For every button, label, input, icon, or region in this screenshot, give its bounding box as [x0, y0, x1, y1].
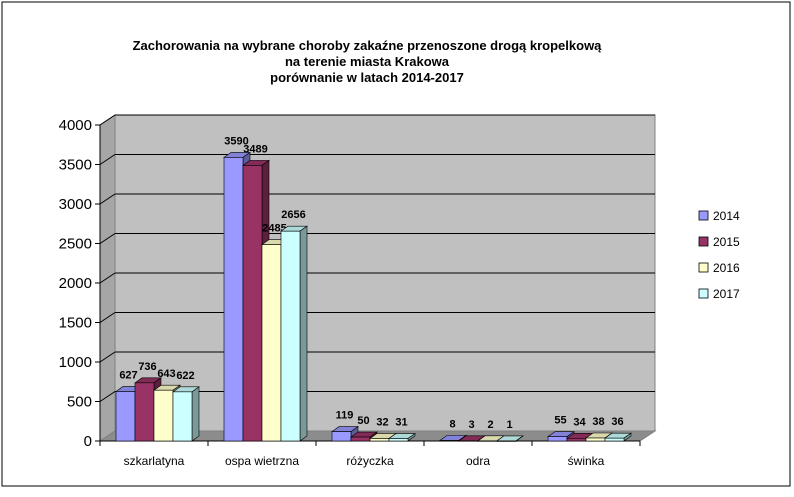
gridline-depth: [99, 154, 116, 165]
bar-side: [191, 386, 200, 442]
legend-label: 2017: [713, 287, 740, 301]
bar-front: [280, 230, 301, 442]
y-tick-label: 3500: [59, 157, 92, 174]
bar: [172, 386, 200, 442]
data-label: 3590: [224, 135, 248, 147]
plot-area: 0 500 1000 1500 2000 2500 3000 3500 4000 szkarlat…: [59, 114, 657, 468]
gridline-depth: [99, 193, 116, 205]
data-label: 34: [573, 416, 586, 428]
y-tick-label: 2500: [59, 236, 92, 253]
bar-front: [115, 391, 136, 442]
chart-title-line-1: Zachorowania na wybrane choroby zakaźne …: [133, 38, 603, 53]
x-tick-label: ospa wietrzna: [225, 454, 299, 468]
x-tick-label: szkarlatyna: [124, 454, 185, 468]
data-label: 2: [487, 419, 493, 431]
legend: 2014 2015 2016 2017: [698, 209, 740, 301]
data-label: 643: [157, 368, 175, 380]
legend-label: 2016: [713, 261, 740, 275]
bar-front: [388, 438, 409, 442]
bar-front: [172, 391, 193, 442]
bar-front: [331, 431, 352, 442]
bar: [388, 432, 416, 442]
bar-side: [299, 225, 308, 442]
data-label: 36: [611, 416, 623, 428]
chart-title: Zachorowania na wybrane choroby zakaźne …: [133, 38, 603, 85]
bar-front: [604, 437, 625, 442]
chart-title-line-2: na terenie miasta Krakowa: [285, 54, 450, 69]
bar-front: [223, 157, 244, 442]
legend-swatch: [698, 288, 709, 299]
data-label: 50: [357, 415, 369, 427]
gridline-depth: [99, 312, 116, 323]
x-tick-label: odra: [466, 454, 490, 468]
y-tick-label: 0: [84, 433, 92, 450]
bar-front: [496, 440, 517, 442]
bar-front: [585, 437, 606, 442]
bar-front: [134, 382, 155, 442]
x-tick-label: różyczka: [346, 454, 394, 468]
bar-front: [261, 244, 282, 442]
data-label: 38: [592, 416, 604, 428]
data-label: 622: [176, 370, 194, 382]
y-tick-label: 1500: [59, 315, 92, 332]
legend-label: 2015: [713, 235, 740, 249]
bar-front: [477, 440, 498, 442]
x-tick-label: świnka: [568, 454, 605, 468]
gridline-depth: [99, 351, 116, 363]
bar: [280, 225, 308, 442]
bar-front: [242, 165, 263, 442]
bar-front: [566, 438, 587, 442]
legend-label: 2014: [713, 209, 740, 223]
gridline-depth: [99, 114, 116, 126]
bar-front: [369, 438, 390, 442]
y-tick-label: 3000: [59, 196, 92, 213]
data-label: 55: [554, 415, 566, 427]
data-label: 2485: [262, 223, 286, 235]
y-tick-label: 4000: [59, 117, 92, 134]
data-label: 3: [468, 419, 474, 431]
data-label: 119: [336, 410, 354, 422]
data-label: 31: [395, 417, 407, 429]
bar-front: [439, 440, 460, 442]
bar-front: [547, 436, 568, 442]
data-label: 627: [119, 369, 137, 381]
data-label: 32: [376, 416, 388, 428]
y-tick-label: 2000: [59, 275, 92, 292]
bar-front: [153, 389, 174, 442]
data-label: 736: [138, 361, 156, 373]
data-label: 1: [506, 419, 512, 431]
data-label: 2656: [281, 209, 305, 221]
legend-swatch: [698, 236, 709, 247]
gridline-depth: [99, 272, 116, 284]
bar: [496, 435, 524, 442]
y-tick-label: 1000: [59, 354, 92, 371]
bar-front: [350, 436, 371, 442]
chart-title-line-3: porównanie w latach 2014-2017: [270, 70, 464, 85]
legend-swatch: [698, 210, 709, 221]
y-tick-label: 500: [67, 394, 92, 411]
gridline-depth: [99, 233, 116, 244]
legend-swatch: [698, 262, 709, 273]
bar-front: [458, 440, 479, 442]
bar: [604, 432, 632, 442]
data-label: 8: [449, 418, 455, 430]
gridline-depth: [99, 391, 116, 402]
data-label: 3489: [243, 143, 267, 155]
